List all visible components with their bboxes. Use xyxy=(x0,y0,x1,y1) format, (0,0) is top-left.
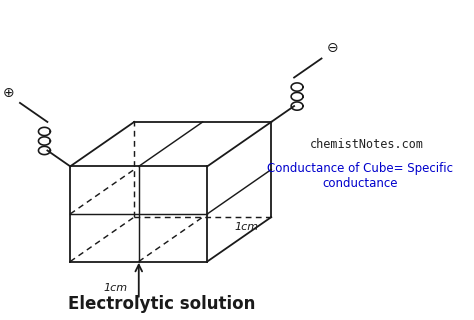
Text: ⊕: ⊕ xyxy=(3,86,14,100)
Text: chemistNotes.com: chemistNotes.com xyxy=(310,138,424,151)
Text: 1cm: 1cm xyxy=(234,222,258,232)
Text: ⊖: ⊖ xyxy=(327,41,339,55)
Text: Conductance of Cube= Specific
conductance: Conductance of Cube= Specific conductanc… xyxy=(267,162,453,190)
Text: Electrolytic solution: Electrolytic solution xyxy=(68,295,255,313)
Text: 1cm: 1cm xyxy=(104,284,128,293)
